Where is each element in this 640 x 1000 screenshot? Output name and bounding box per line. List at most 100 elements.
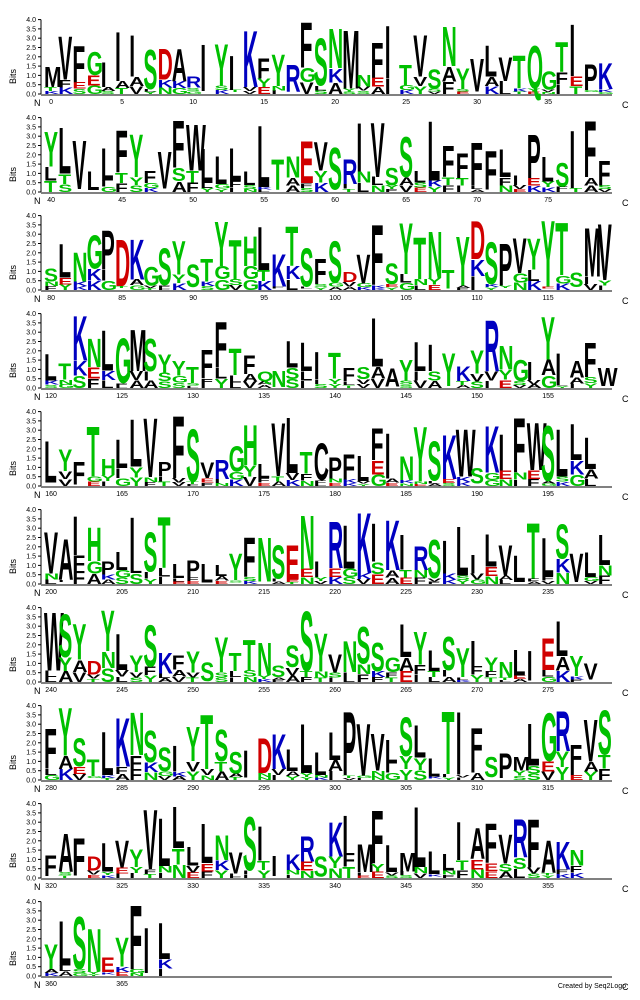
residue-letter: G bbox=[399, 84, 415, 91]
residue-letter: F bbox=[342, 365, 355, 386]
y-tick-label: 1.0 bbox=[26, 171, 36, 178]
residue-letter: S bbox=[314, 283, 328, 288]
residue-letter: Y bbox=[413, 84, 427, 96]
residue-letter: E bbox=[200, 478, 214, 485]
residue-letter: E bbox=[541, 630, 555, 680]
y-tick-label: 3.5 bbox=[26, 516, 36, 523]
residue-letter: R bbox=[285, 57, 300, 101]
residue-letter: S bbox=[328, 135, 342, 203]
residue-letter: E bbox=[456, 91, 470, 95]
y-tick-label: 2.5 bbox=[26, 633, 36, 640]
residue-letter: P bbox=[101, 559, 115, 579]
residue-letter: I bbox=[385, 421, 391, 494]
residue-letter: Y bbox=[399, 766, 413, 783]
residue-letter: F bbox=[257, 53, 270, 85]
residue-letter: S bbox=[158, 371, 172, 384]
x-tick-label: 95 bbox=[260, 295, 268, 302]
residue-letter: N bbox=[285, 869, 300, 876]
residue-letter: L bbox=[513, 549, 526, 591]
residue-letter: Y bbox=[427, 277, 441, 287]
residue-letter: K bbox=[356, 496, 371, 592]
residue-letter: F bbox=[129, 753, 142, 774]
residue-letter: F bbox=[214, 309, 227, 382]
residue-letter: R bbox=[413, 540, 428, 579]
y-tick-label: 3.5 bbox=[26, 908, 36, 915]
residue-letter: S bbox=[229, 745, 243, 780]
residue-letter: V bbox=[598, 188, 612, 193]
residue-letter: L bbox=[158, 673, 172, 680]
y-tick-label: 2.5 bbox=[26, 437, 36, 444]
y-tick-label: 0.0 bbox=[26, 386, 36, 393]
residue-letter: I bbox=[513, 478, 519, 488]
residue-letter: L bbox=[44, 669, 57, 679]
y-tick-label: 4.0 bbox=[26, 409, 36, 416]
residue-letter: L bbox=[413, 168, 426, 186]
residue-letter: A bbox=[385, 568, 400, 580]
x-tick-label: 340 bbox=[329, 883, 341, 890]
residue-letter: I bbox=[513, 173, 519, 188]
residue-letter: T bbox=[427, 670, 440, 679]
residue-letter: I bbox=[214, 478, 220, 484]
residue-letter: L bbox=[158, 565, 171, 579]
y-tick-label: 1.0 bbox=[26, 661, 36, 668]
residue-letter: V bbox=[513, 229, 527, 285]
residue-letter: S bbox=[356, 616, 370, 675]
residue-letter: L bbox=[498, 579, 511, 585]
residue-letter: I bbox=[115, 873, 121, 880]
residue-letter: K bbox=[271, 244, 286, 297]
residue-letter: G bbox=[186, 91, 202, 95]
x-tick-label: 90 bbox=[189, 295, 197, 302]
residue-letter: Y bbox=[257, 674, 271, 680]
residue-letter: S bbox=[44, 266, 58, 286]
residue-letter: F bbox=[72, 36, 85, 94]
x-tick-label: 80 bbox=[47, 295, 55, 302]
residue-letter: T bbox=[115, 286, 129, 289]
residue-letter: G bbox=[115, 568, 131, 580]
residue-letter: N bbox=[257, 632, 272, 685]
residue-letter: E bbox=[498, 469, 512, 482]
residue-letter: A bbox=[129, 279, 145, 288]
residue-letter: T bbox=[555, 33, 568, 81]
residue-letter: G bbox=[44, 774, 60, 782]
residue-letter: F bbox=[456, 147, 469, 186]
residue-letter: G bbox=[72, 972, 88, 977]
residue-letter: I bbox=[101, 57, 107, 96]
residue-letter: N bbox=[129, 972, 144, 977]
residue-letter: K bbox=[44, 972, 59, 977]
residue-letter: F bbox=[371, 208, 384, 304]
residue-letter: K bbox=[342, 482, 357, 487]
residue-letter: K bbox=[44, 90, 59, 95]
residue-letter: Y bbox=[129, 464, 143, 480]
residue-letter: Y bbox=[314, 168, 329, 186]
x-tick-label: 230 bbox=[471, 589, 483, 596]
residue-letter: Y bbox=[44, 122, 58, 178]
residue-letter: S bbox=[229, 580, 243, 583]
residue-letter: L bbox=[569, 414, 582, 472]
residue-letter: Y bbox=[470, 343, 484, 380]
x-tick-label: 30 bbox=[473, 99, 481, 106]
residue-letter: T bbox=[229, 89, 243, 93]
residue-letter: I bbox=[243, 870, 249, 876]
residue-letter: K bbox=[72, 304, 87, 375]
residue-letter: L bbox=[427, 753, 440, 781]
residue-letter: F bbox=[229, 876, 242, 879]
residue-letter: A bbox=[385, 364, 400, 393]
residue-letter: S bbox=[214, 671, 228, 679]
residue-letter: I bbox=[143, 368, 149, 383]
residue-letter: E bbox=[527, 91, 541, 95]
residue-letter: V bbox=[129, 368, 143, 383]
residue-letter: V bbox=[356, 383, 371, 389]
x-tick-label: 320 bbox=[45, 883, 57, 890]
residue-letter: L bbox=[58, 116, 71, 189]
residue-letter: I bbox=[456, 693, 462, 794]
residue-letter: T bbox=[186, 167, 199, 185]
residue-letter: N bbox=[328, 18, 343, 80]
residue-letter: L bbox=[456, 677, 469, 681]
residue-letter: S bbox=[285, 639, 299, 674]
residue-letter: T bbox=[158, 503, 171, 585]
residue-letter: S bbox=[399, 380, 413, 386]
residue-letter: I bbox=[498, 80, 504, 91]
residue-letter: S bbox=[527, 772, 541, 782]
residue-letter: F bbox=[115, 765, 128, 776]
y-axis-label: Bits bbox=[8, 166, 18, 182]
